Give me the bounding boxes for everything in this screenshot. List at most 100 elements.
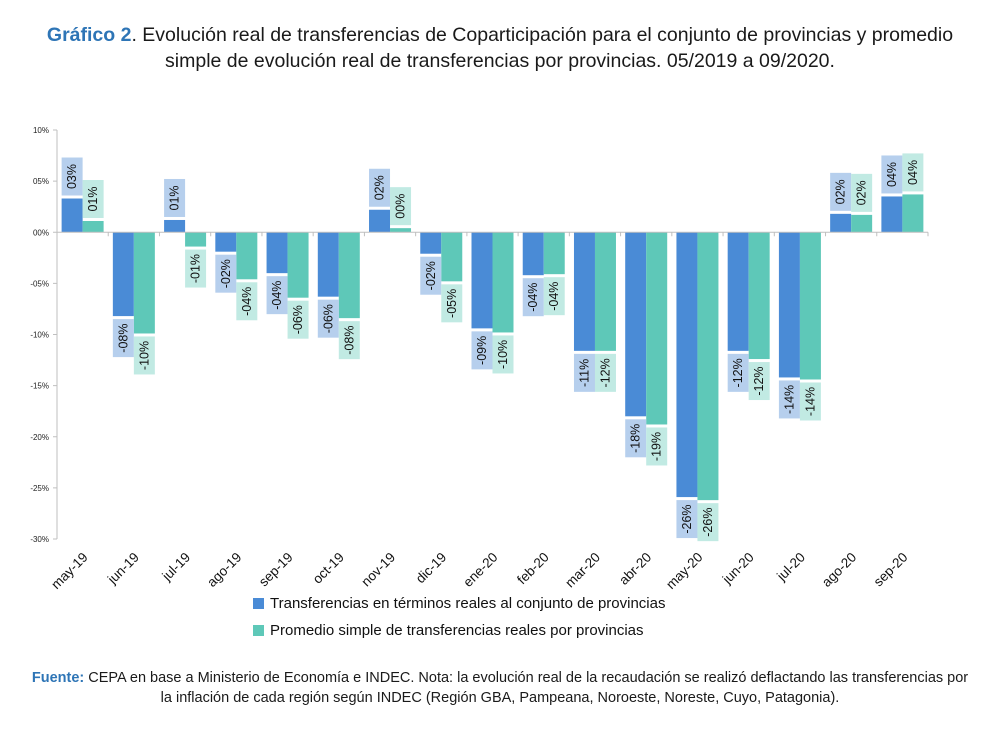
bar-promedio	[236, 232, 258, 280]
data-label-box	[830, 172, 852, 211]
bar-conjunto	[164, 219, 186, 233]
data-label-box	[594, 353, 616, 392]
y-tick-label: -20%	[30, 433, 49, 442]
data-label: -08%	[342, 326, 356, 355]
data-label-box	[727, 353, 749, 392]
x-tick-label: ago-20	[819, 550, 859, 590]
data-label: -02%	[219, 259, 233, 288]
data-label: -14%	[782, 385, 796, 414]
x-tick-label: jun-20	[719, 550, 757, 588]
x-tick-label: feb-20	[514, 550, 552, 588]
data-label: -26%	[701, 508, 715, 537]
data-label-box	[543, 277, 565, 316]
x-tick-label: ene-20	[460, 550, 500, 590]
bar-conjunto	[471, 232, 493, 329]
y-tick-label: 00%	[33, 228, 49, 237]
bar-conjunto	[61, 198, 83, 233]
chart-title-lead: Gráfico 2	[46, 24, 132, 46]
x-tick-label: may-20	[663, 550, 705, 592]
data-label: 02%	[373, 175, 387, 200]
legend-label: Transferencias en términos reales al con…	[270, 595, 665, 612]
bar-conjunto	[266, 232, 288, 274]
y-tick-label: -25%	[30, 484, 49, 493]
data-label-box	[625, 419, 647, 458]
data-label: -26%	[680, 504, 694, 533]
data-label: -14%	[803, 387, 817, 416]
data-label-box	[369, 168, 391, 207]
x-tick-label: jul-19	[159, 550, 194, 585]
source-text: CEPA en base a Ministerio de Economía e …	[84, 670, 969, 706]
data-label: -04%	[270, 281, 284, 310]
data-label-box	[522, 278, 544, 317]
x-tick-label: dic-19	[413, 550, 450, 587]
data-label: -06%	[291, 305, 305, 334]
data-label-box	[799, 382, 821, 421]
data-label: -12%	[752, 366, 766, 395]
data-label: -12%	[598, 358, 612, 387]
data-label: -04%	[547, 282, 561, 311]
data-label-box	[236, 282, 258, 321]
x-tick-label: oct-19	[310, 550, 347, 587]
bar-promedio	[543, 232, 565, 275]
data-label: 00%	[394, 194, 408, 219]
y-tick-label: -10%	[30, 331, 49, 340]
data-label: -18%	[629, 424, 643, 453]
data-label: -06%	[321, 304, 335, 333]
legend-label: Promedio simple de transferencias reales…	[270, 622, 644, 639]
data-label: 02%	[855, 180, 869, 205]
bar-conjunto	[676, 232, 698, 498]
data-label-box	[266, 276, 288, 315]
bar-promedio	[185, 232, 207, 247]
bar-promedio	[902, 194, 924, 233]
bar-promedio	[492, 232, 514, 333]
x-tick-label: sep-20	[871, 550, 911, 590]
bar-conjunto	[881, 196, 903, 233]
data-label-box	[748, 362, 770, 401]
x-tick-label: mar-20	[562, 550, 603, 591]
data-label-box	[420, 256, 442, 295]
bar-conjunto	[215, 232, 237, 252]
data-label: 04%	[885, 162, 899, 187]
data-label: 04%	[906, 160, 920, 185]
data-label: -11%	[577, 359, 591, 387]
bar-promedio	[338, 232, 360, 319]
y-tick-label: -30%	[30, 535, 49, 544]
y-tick-label: 10%	[33, 126, 49, 135]
bar-promedio	[441, 232, 463, 282]
data-label-box	[676, 500, 698, 539]
data-label-box	[390, 187, 412, 226]
bar-conjunto	[317, 232, 339, 297]
data-label: 01%	[168, 185, 182, 210]
data-label-box	[902, 153, 924, 192]
source-note: Fuente: CEPA en base a Ministerio de Eco…	[30, 668, 970, 708]
y-tick-label: 05%	[33, 177, 49, 186]
data-label: -08%	[116, 324, 130, 353]
data-label: 02%	[834, 179, 848, 204]
data-label-box	[317, 299, 339, 338]
source-lead: Fuente:	[31, 670, 85, 686]
bar-conjunto	[573, 232, 595, 351]
data-label: -10%	[496, 340, 510, 369]
bar-conjunto	[830, 213, 852, 233]
data-label: -02%	[424, 261, 438, 290]
legend-swatch	[253, 598, 264, 609]
data-label-box	[881, 155, 903, 194]
x-tick-label: nov-19	[358, 550, 398, 590]
data-label: 01%	[86, 186, 100, 211]
bar-chart: 10% 05% 00% -05% -10% -15% -20% -25% -30% 03% 01% -…	[30, 126, 929, 639]
data-label-box	[851, 173, 873, 212]
data-label: -19%	[650, 432, 664, 461]
data-label: -04%	[526, 283, 540, 312]
bar-conjunto	[778, 232, 800, 378]
data-label: -05%	[445, 289, 459, 318]
y-tick-label: -05%	[30, 279, 49, 288]
data-label: -10%	[137, 341, 151, 370]
bar-promedio	[697, 232, 719, 501]
y-tick-label: -15%	[30, 382, 49, 391]
bar-conjunto	[727, 232, 749, 351]
x-tick-label: ago-19	[204, 550, 244, 590]
data-label: -09%	[475, 336, 489, 365]
bar-promedio	[748, 232, 770, 360]
data-label-box	[697, 503, 719, 542]
x-tick-label: jun-19	[104, 550, 142, 588]
